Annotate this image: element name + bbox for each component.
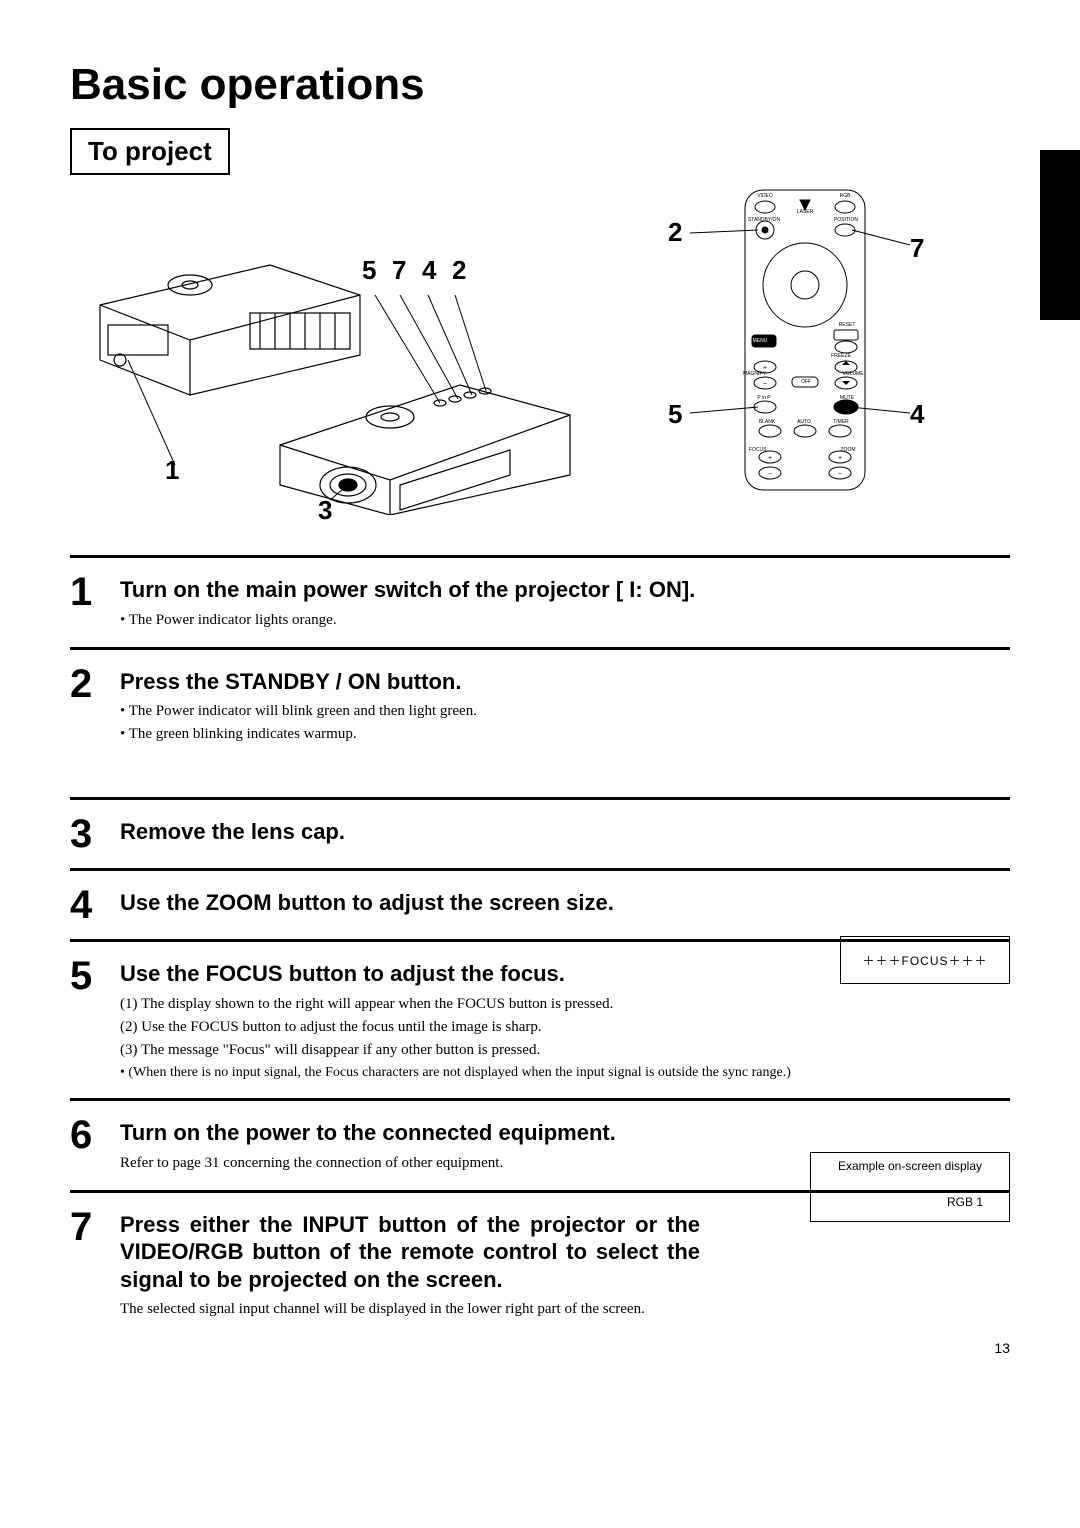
step-text: • The Power indicator will blink green a… [120,701,1010,745]
step-text: (1) The display shown to the right will … [120,994,1010,1083]
step-num: 6 [70,1115,120,1176]
callout-4: 4 [422,255,436,286]
callout-5: 5 [362,255,376,286]
step-line: (3) The message "Focus" will disappear i… [120,1040,1010,1061]
page-title: Basic operations [70,60,1010,110]
diagram-row: 5 7 4 2 1 3 [70,185,1010,535]
step-num: 2 [70,664,120,748]
step-text: • The Power indicator lights orange. [120,610,1010,631]
osd-label: Example on-screen display [817,1159,1003,1173]
focus-display-box: ＋＋＋FOCUS＋＋＋ [840,936,1010,984]
callout-7: 7 [392,255,406,286]
remote-callout-4: 4 [910,399,924,430]
remote-callout-2: 2 [668,217,682,248]
projector-svg [70,185,630,515]
step-line: (1) The display shown to the right will … [120,994,1010,1015]
callout-1: 1 [165,455,179,486]
page: Basic operations To project [0,0,1080,1376]
step-title: Use the ZOOM button to adjust the screen… [120,889,1010,917]
step-text: The selected signal input channel will b… [120,1299,1010,1320]
projector-diagram: 5 7 4 2 1 3 [70,185,630,515]
osd-value: RGB 1 [817,1195,983,1209]
step-line: The selected signal input channel will b… [120,1299,1010,1320]
step-4: 4 Use the ZOOM button to adjust the scre… [70,868,1010,939]
step-2: 2 Press the STANDBY / ON button. • The P… [70,647,1010,798]
step-line: • (When there is no input signal, the Fo… [120,1063,1010,1083]
remote-diagram: + − + − + − VIDEO LASER RGB STANDBY/ON P… [650,185,950,535]
step-line: • The green blinking indicates warmup. [120,724,1010,745]
callout-2: 2 [452,255,466,286]
step-3: 3 Remove the lens cap. [70,797,1010,868]
step-num: 4 [70,885,120,925]
step-num: 3 [70,814,120,854]
step-num: 5 [70,956,120,1084]
step-line: • The Power indicator will blink green a… [120,701,1010,722]
step-title: Press the STANDBY / ON button. [120,668,1010,696]
remote-leaders [650,185,950,535]
remote-callout-7: 7 [910,233,924,264]
page-number: 13 [994,1340,1010,1356]
step-title: Turn on the main power switch of the pro… [120,576,1010,604]
remote-callout-5: 5 [668,399,682,430]
osd-box: Example on-screen display RGB 1 [810,1152,1010,1222]
section-label: To project [70,128,230,175]
step-line: (2) Use the FOCUS button to adjust the f… [120,1017,1010,1038]
step-line: • The Power indicator lights orange. [120,610,1010,631]
step-1: 1 Turn on the main power switch of the p… [70,555,1010,647]
step-title: Turn on the power to the connected equip… [120,1119,1010,1147]
step-title: Remove the lens cap. [120,818,1010,846]
step-num: 7 [70,1207,120,1323]
callout-3: 3 [318,495,332,526]
step-num: 1 [70,572,120,633]
step-title: Press either the INPUT button of the pro… [120,1211,700,1294]
